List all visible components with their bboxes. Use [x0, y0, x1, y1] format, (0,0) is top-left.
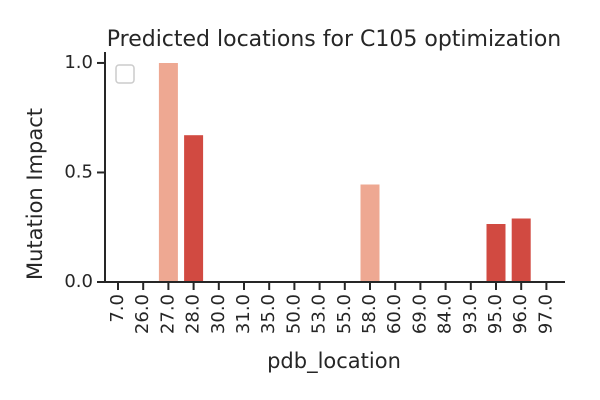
x-tick-label: 35.0 — [258, 294, 279, 334]
y-axis: 0.0 0.5 1.0 — [64, 52, 106, 292]
x-tick-label: 31.0 — [233, 294, 254, 334]
y-tick-label: 0.0 — [64, 271, 93, 292]
legend-box — [115, 64, 135, 84]
y-tick-label: 1.0 — [64, 52, 93, 73]
x-tick-label: 69.0 — [409, 294, 430, 334]
x-tick-label: 60.0 — [384, 294, 405, 334]
bar-58.0 — [360, 184, 380, 282]
x-tick-label: 27.0 — [157, 294, 178, 334]
x-tick-label: 53.0 — [309, 294, 330, 334]
x-tick-label: 96.0 — [510, 294, 531, 334]
bar-95.0 — [486, 224, 506, 282]
x-tick-label: 7.0 — [107, 294, 128, 323]
bar-28.0 — [184, 135, 204, 282]
x-tick-label: 95.0 — [485, 294, 506, 334]
x-axis-label: pdb_location — [267, 349, 401, 374]
y-axis-label: Mutation Impact — [23, 108, 47, 280]
bars-group — [158, 63, 531, 282]
x-axis: 7.0 26.0 27.0 28.0 30.0 31.0 35.0 50.0 53.0 55.0 5… — [104, 281, 565, 334]
bar-96.0 — [511, 218, 531, 282]
y-tick-label: 0.5 — [64, 161, 93, 182]
x-tick-label: 97.0 — [535, 294, 556, 334]
x-tick-label: 55.0 — [334, 294, 355, 334]
x-tick-label: 28.0 — [183, 294, 204, 334]
x-tick-label: 58.0 — [359, 294, 380, 334]
bar-27.0 — [158, 63, 178, 282]
chart-title: Predicted locations for C105 optimizatio… — [107, 27, 561, 52]
x-tick-label: 50.0 — [283, 294, 304, 334]
x-tick-label: 30.0 — [208, 294, 229, 334]
x-tick-label: 84.0 — [435, 294, 456, 334]
x-tick-label: 26.0 — [132, 294, 153, 334]
x-tick-label: 93.0 — [460, 294, 481, 334]
